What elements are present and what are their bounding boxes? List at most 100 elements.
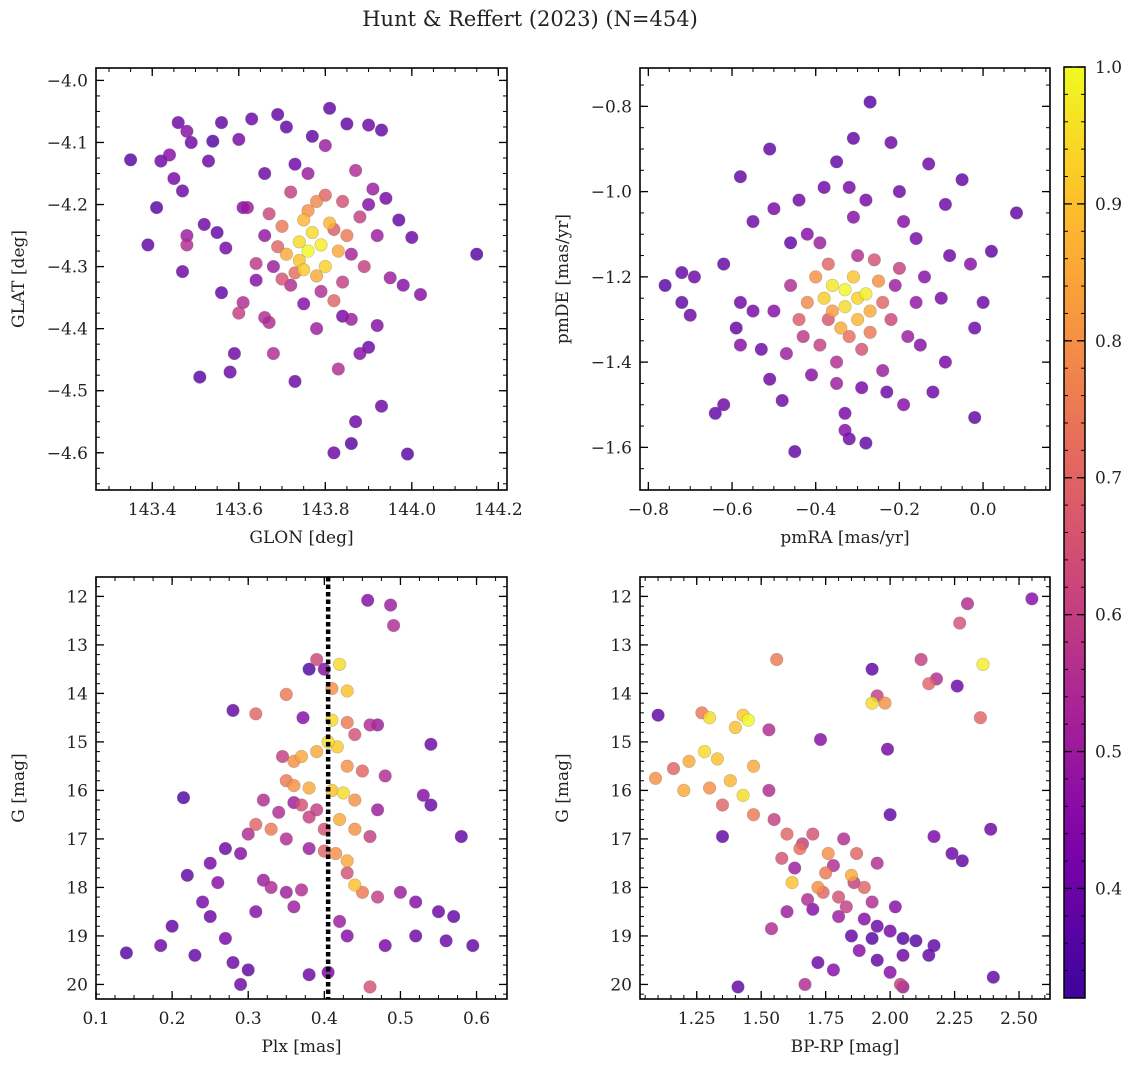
scatter-point (913, 338, 927, 352)
scatter-point (855, 381, 869, 395)
y-tick-label: −4.6 (47, 444, 88, 464)
scatter-point (288, 157, 302, 171)
scatter-point (865, 696, 879, 710)
scatter-point (857, 880, 871, 895)
axes-frame (95, 67, 508, 491)
scatter-point (245, 112, 259, 126)
scatter-point (922, 677, 936, 691)
scatter-point (850, 249, 865, 263)
scatter-point (838, 423, 852, 437)
scatter-point (731, 980, 745, 994)
x-tick-label: 0.4 (311, 1009, 338, 1029)
scatter-point (955, 173, 969, 187)
scatter-point (154, 938, 168, 953)
panel-parallax-magnitude: 0.1 0.2 0.3 0.4 0.5 0.6 12 13 14 15 16 17 18 19 20 Plx … (9, 576, 508, 1057)
scatter-point (275, 219, 289, 233)
scatter-point (984, 244, 999, 258)
scatter-point (287, 900, 301, 914)
scatter-point (249, 905, 263, 919)
scatter-point (333, 657, 347, 671)
scatter-point (240, 201, 254, 215)
scatter-point (708, 406, 722, 420)
scatter-point (279, 247, 294, 261)
scatter-point (266, 260, 281, 274)
scatter-point (323, 216, 337, 230)
x-axis-label: GLON [deg] (249, 528, 353, 548)
scatter-point (409, 929, 423, 943)
scatter-point (968, 321, 982, 335)
y-tick-label: 18 (66, 878, 88, 898)
scatter-point (275, 749, 290, 764)
scatter-point (226, 703, 240, 718)
scatter-point (297, 297, 311, 311)
scatter-point (439, 934, 453, 948)
scatter-point (934, 291, 948, 305)
x-tick-label: 143.4 (128, 500, 177, 520)
scatter-point (648, 771, 663, 785)
scatter-point (1009, 206, 1024, 220)
scatter-point (817, 180, 831, 194)
y-tick-label: 12 (66, 587, 88, 607)
scatter-point (466, 938, 480, 953)
scatter-point (124, 153, 138, 167)
y-axis-label: G [mag] (553, 753, 573, 822)
scatter-point (800, 227, 814, 241)
scatter-point (305, 225, 319, 240)
suptitle: Hunt & Reffert (2023) (N=454) (362, 7, 698, 31)
scatter-point (165, 919, 179, 933)
scatter-point (310, 269, 324, 283)
scatter-point (296, 711, 310, 725)
scatter-point (813, 236, 827, 250)
scatter-point (909, 934, 923, 948)
scatter-point (838, 300, 852, 314)
scatter-point (682, 754, 696, 768)
scatter-point (256, 793, 271, 807)
scatter-point (162, 148, 177, 162)
scatter-point (266, 346, 281, 361)
scatter-point (409, 895, 423, 909)
x-tick-label: −0.4 (795, 500, 836, 520)
scatter-point (234, 977, 248, 992)
scatter-point (234, 846, 248, 861)
scatter-point (175, 184, 190, 198)
scatter-point (340, 866, 354, 880)
scatter-point (387, 618, 401, 633)
scatter-point (396, 278, 410, 292)
scatter-point (968, 410, 982, 425)
scatter-point (850, 312, 865, 327)
scatter-point (424, 737, 438, 751)
scatter-point (819, 866, 833, 880)
scatter-point (167, 171, 181, 186)
scatter-point (763, 142, 777, 156)
scatter-point (470, 247, 484, 261)
scatter-point (1025, 592, 1039, 606)
x-tick-label: 143.8 (301, 500, 350, 520)
scatter-point (666, 761, 681, 776)
scatter-point (370, 229, 384, 243)
scatter-point (733, 170, 748, 184)
scatter-point (842, 180, 856, 194)
points-plx (119, 593, 480, 994)
scatter-point (733, 338, 748, 352)
scatter-point (262, 207, 276, 221)
scatter-point (336, 786, 351, 800)
scatter-point (863, 325, 877, 339)
y-tick-label: 20 (66, 975, 88, 995)
scatter-point (717, 398, 731, 412)
scatter-point (675, 295, 689, 310)
scatter-point (846, 210, 861, 224)
scatter-point (775, 851, 789, 865)
scatter-point (922, 948, 936, 962)
scatter-point (741, 713, 755, 727)
scatter-point (218, 931, 232, 946)
scatter-point (363, 829, 377, 844)
scatter-point (171, 115, 185, 130)
y-tick-label: 13 (610, 636, 632, 656)
scatter-point (336, 194, 350, 208)
y-tick-label: 20 (610, 975, 632, 995)
scatter-point (683, 308, 697, 322)
scatter-point (788, 861, 802, 875)
scatter-point (831, 909, 846, 924)
scatter-point (892, 185, 907, 199)
scatter-point (870, 953, 884, 967)
